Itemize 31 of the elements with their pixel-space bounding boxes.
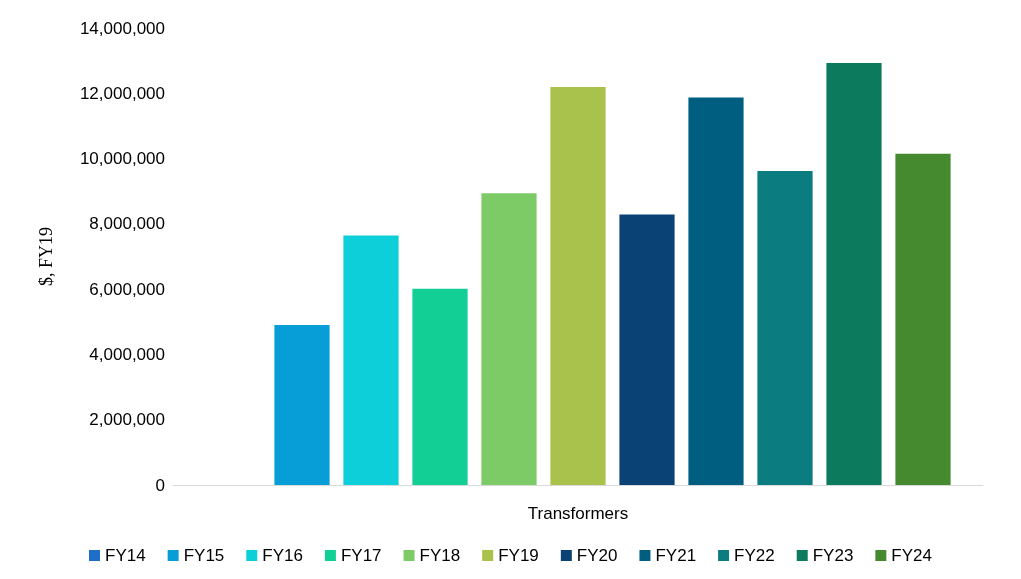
bar: [826, 62, 882, 485]
legend-label: FY24: [891, 546, 932, 565]
bar: [895, 153, 951, 485]
y-tick-label: 0: [155, 475, 165, 495]
legend-label: FY17: [340, 546, 382, 565]
legend-label: FY22: [734, 546, 775, 565]
bar: [688, 97, 744, 485]
legend-label: FY15: [183, 546, 225, 565]
y-axis-title: $, FY19: [36, 226, 56, 287]
x-tick-label: Transformers: [527, 504, 629, 523]
bar: [343, 235, 399, 485]
bar: [619, 214, 675, 485]
bar: [550, 87, 606, 485]
y-tick-label: 8,000,000: [89, 214, 165, 234]
y-tick-label: 14,000,000: [79, 18, 165, 38]
legend-label: FY16: [262, 546, 303, 565]
y-tick-label: 12,000,000: [79, 83, 165, 103]
y-tick-label: 10,000,000: [79, 149, 165, 169]
legend-label: FY14: [105, 546, 146, 565]
bar: [274, 325, 330, 485]
legend-label: FY21: [655, 546, 697, 565]
bar: [757, 170, 813, 485]
bar: [412, 288, 468, 485]
legend-label: FY23: [812, 546, 854, 565]
legend-label: FY18: [419, 546, 461, 565]
bar: [481, 193, 537, 485]
y-tick-label: 4,000,000: [89, 344, 165, 364]
y-tick-label: 2,000,000: [89, 410, 165, 430]
legend-label: FY19: [498, 546, 539, 565]
y-tick-label: 6,000,000: [89, 279, 165, 299]
legend-label: FY20: [576, 546, 618, 565]
